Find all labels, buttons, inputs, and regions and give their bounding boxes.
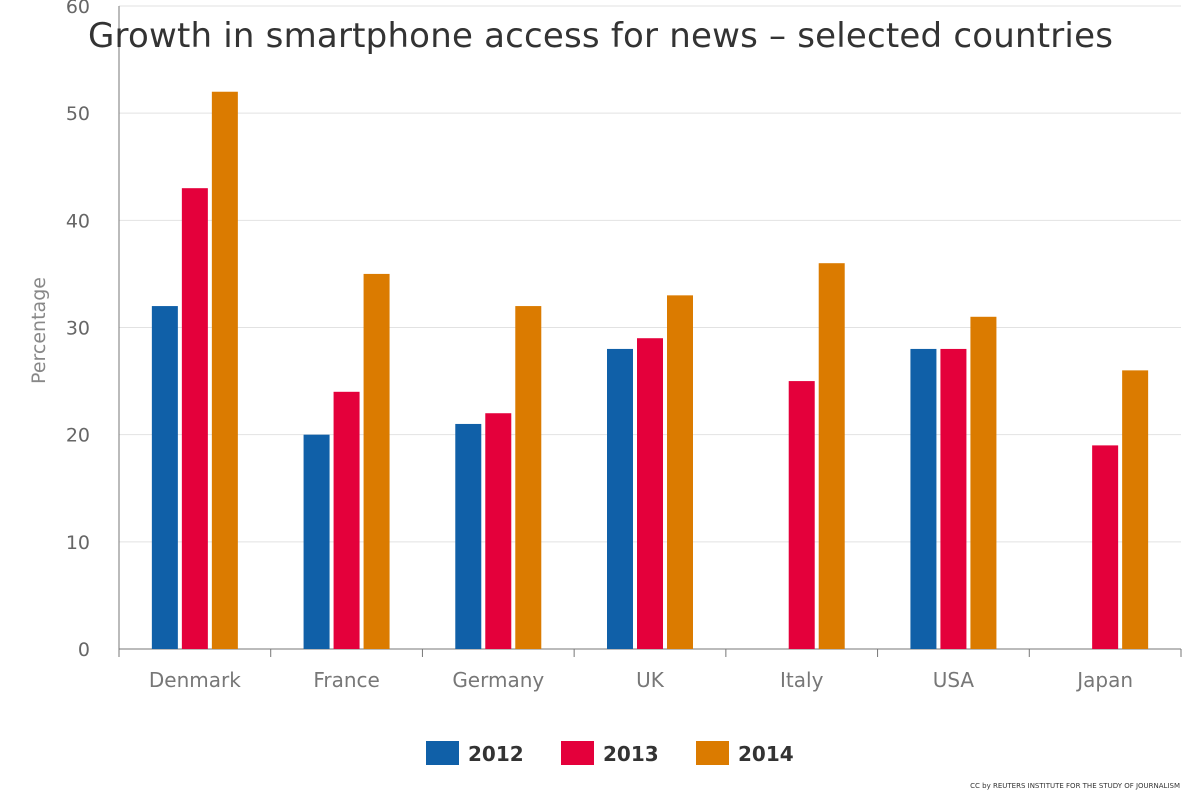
y-tick-label: 50 [66,103,90,125]
bar-usa-2014 [970,316,997,649]
bar-japan-2014 [1122,370,1149,649]
chart-title: Growth in smartphone access for news – s… [88,16,1114,56]
bar-denmark-2013 [181,188,208,649]
bar-usa-2012 [910,348,937,649]
bar-france-2013 [333,391,360,649]
legend-swatch-2012 [426,741,459,765]
bar-uk-2012 [607,348,633,649]
bar-france-2012 [303,434,330,649]
bar-germany-2012 [455,423,482,649]
legend-label-2013: 2013 [603,742,659,766]
bar-japan-2013 [1092,445,1119,649]
x-tick-label: France [313,668,380,692]
x-tick-label: Japan [1075,668,1133,692]
legend-swatch-2014 [696,741,729,765]
y-tick-label: 60 [66,0,90,18]
y-tick-label: 30 [66,318,90,340]
bar-denmark-2012 [151,306,178,649]
legend-label-2014: 2014 [738,742,794,766]
bar-usa-2013 [940,348,967,649]
bar-germany-2014 [515,306,542,649]
x-tick-label: Italy [780,668,824,692]
legend-label-2012: 2012 [468,742,524,766]
y-tick-label: 20 [66,425,90,447]
bar-denmark-2014 [211,91,238,649]
x-tick-label: Denmark [149,668,241,692]
bar-uk-2014 [667,295,693,649]
y-tick-label: 0 [78,639,90,661]
bar-uk-2013 [637,338,663,649]
credit-text: CC by REUTERS INSTITUTE FOR THE STUDY OF… [970,782,1180,790]
x-tick-label: USA [933,668,975,692]
bar-germany-2013 [485,413,512,649]
x-tick-label: Germany [452,668,544,692]
y-tick-label: 40 [66,210,90,232]
x-tick-label: UK [636,668,665,692]
legend-swatch-2013 [561,741,594,765]
bar-france-2014 [363,273,390,649]
bar-italy-2014 [818,263,845,649]
y-axis-label: Percentage [28,277,50,384]
bar-italy-2013 [788,381,815,649]
y-tick-label: 10 [66,532,90,554]
